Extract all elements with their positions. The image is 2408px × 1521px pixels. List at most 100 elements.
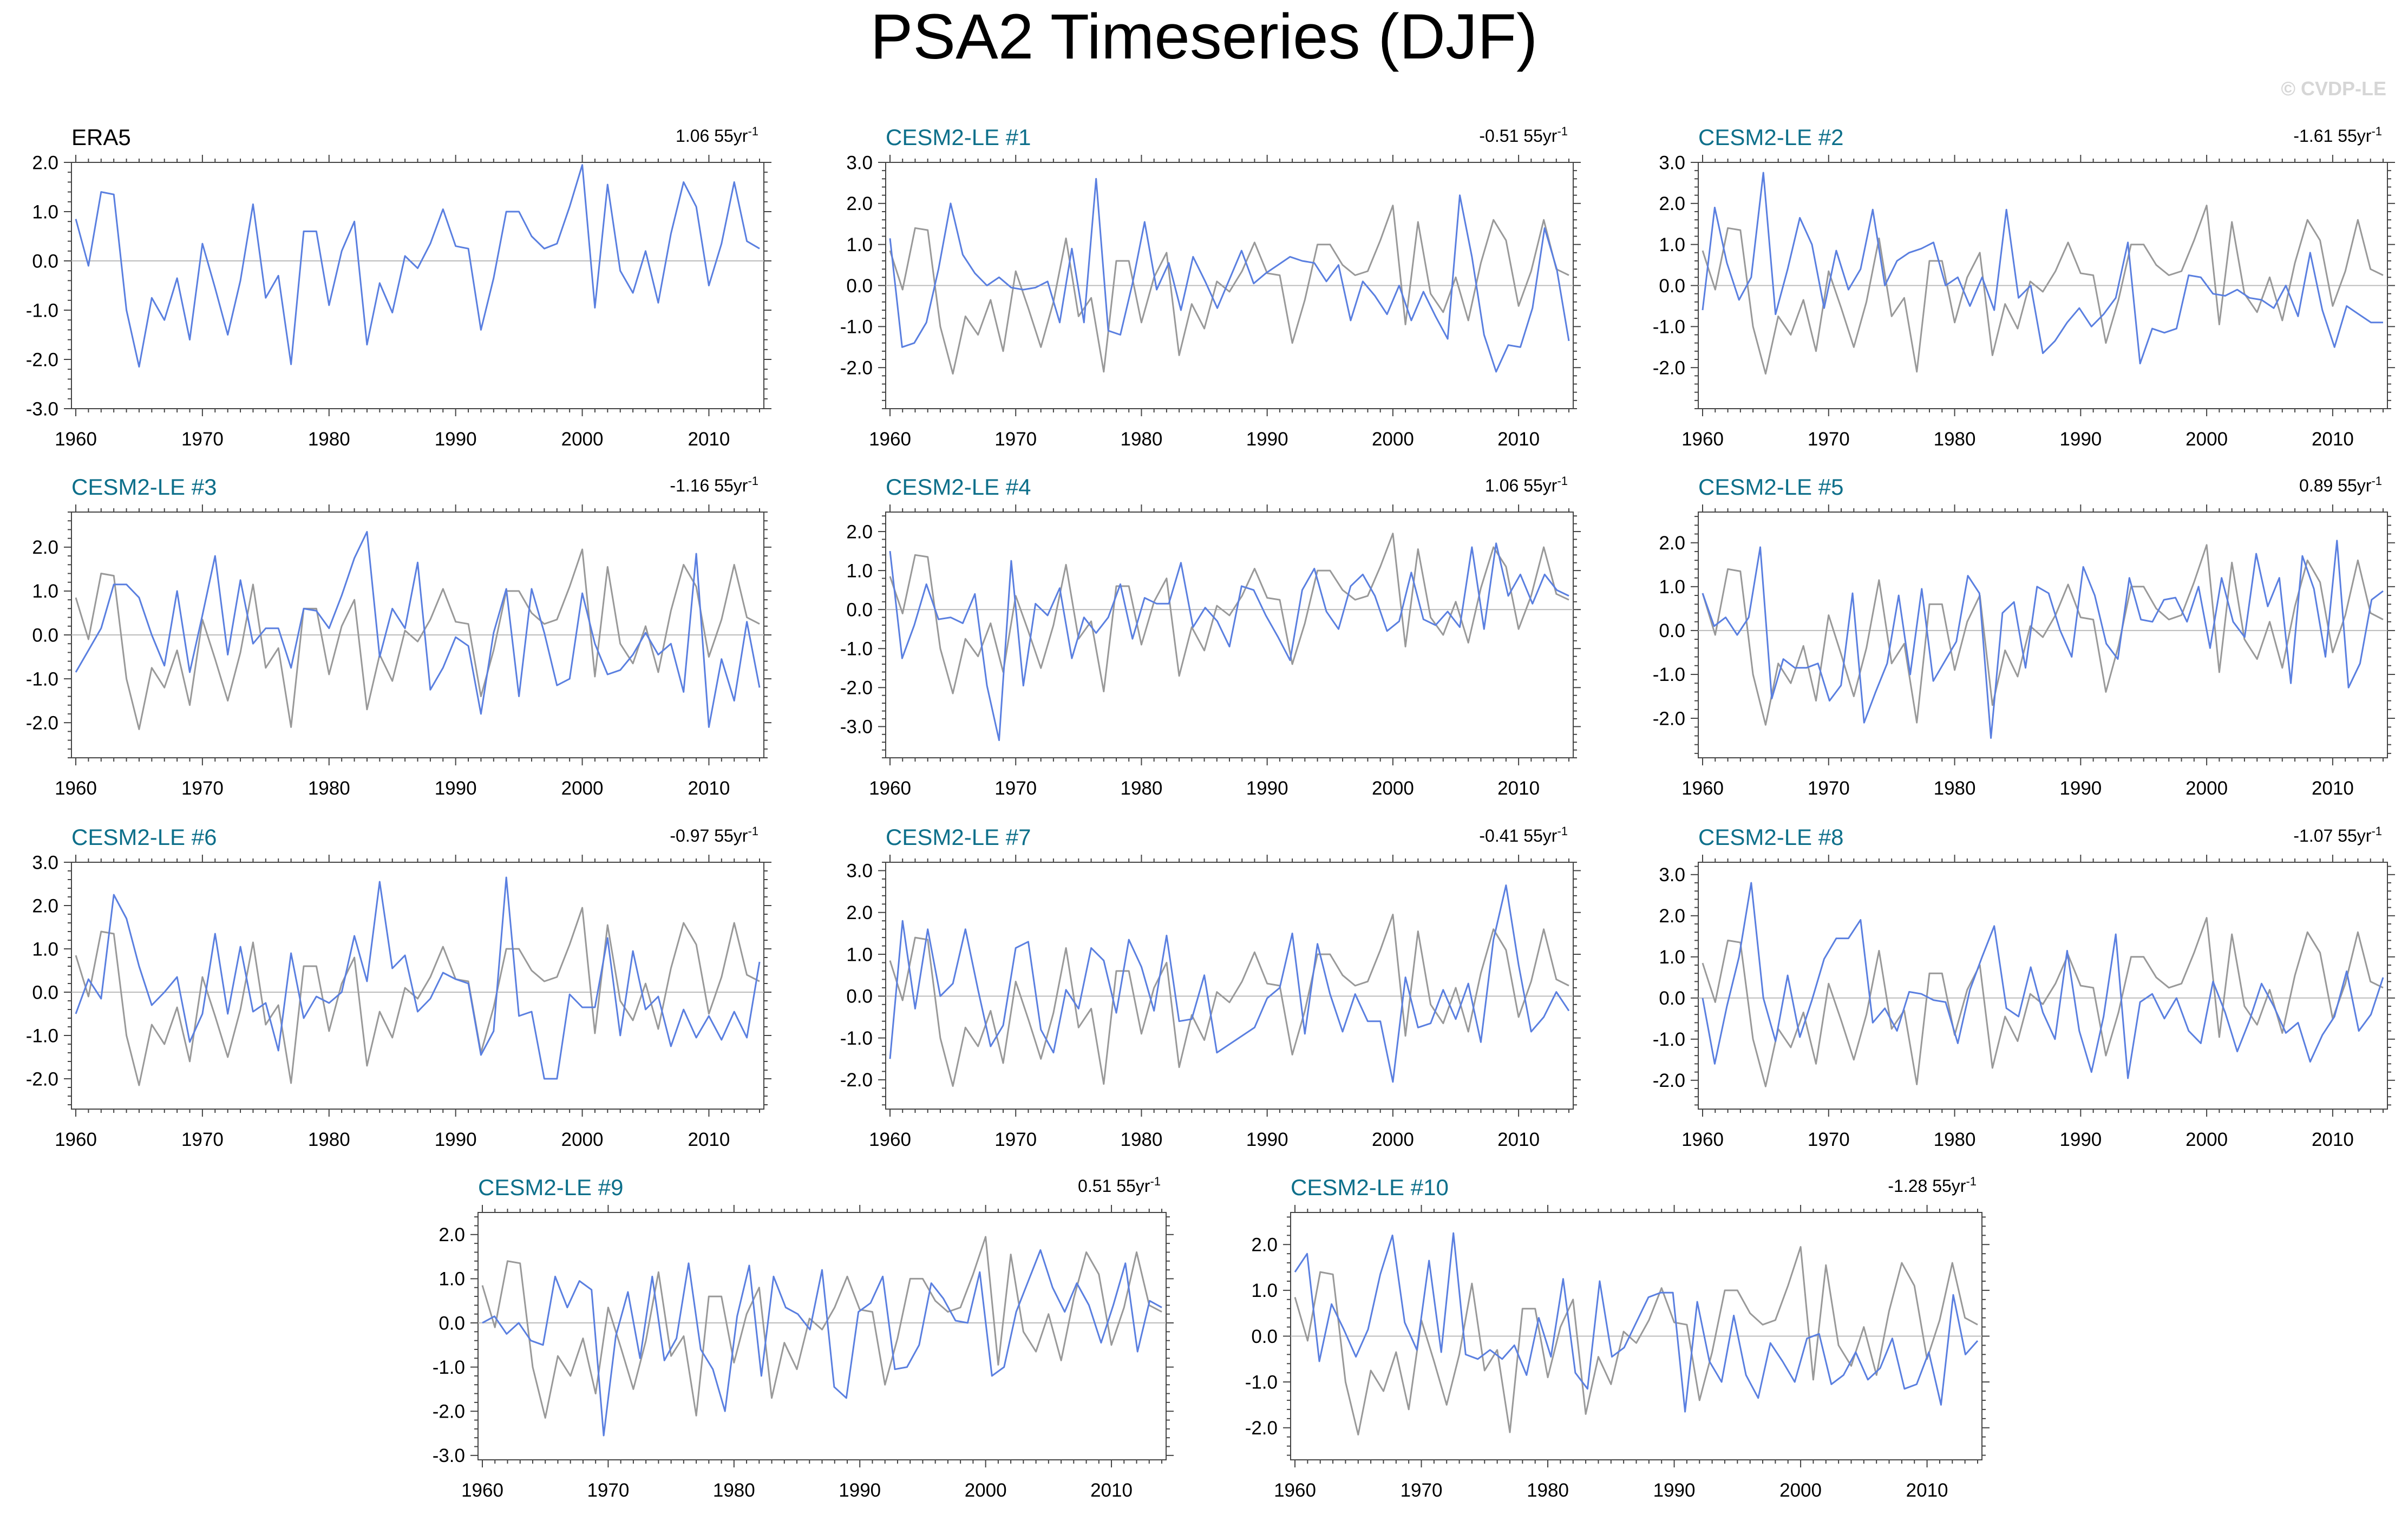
y-tick-label: -1.0 xyxy=(26,300,58,321)
plot-frame xyxy=(885,862,1574,1110)
y-tick-label: 3.0 xyxy=(1659,864,1685,886)
x-tick-label: 1960 xyxy=(1681,1129,1724,1150)
trend-unit: 55yr xyxy=(1523,126,1558,146)
x-tick-label: 2000 xyxy=(561,1129,604,1150)
plot-frame xyxy=(1698,512,2388,758)
y-tick-label: 2.0 xyxy=(846,521,873,542)
trend-unit: 55yr xyxy=(1523,476,1558,495)
x-tick-label: 2000 xyxy=(2185,1129,2228,1150)
trend-unit: 55yr xyxy=(2338,476,2372,495)
y-tick-label: 1.0 xyxy=(846,234,873,255)
x-tick-label: 1990 xyxy=(2059,778,2102,799)
x-tick-label: 2000 xyxy=(1372,429,1414,450)
panel-title: CESM2-LE #5 xyxy=(1698,474,1843,500)
trend-unit: 55yr xyxy=(714,826,748,845)
figure-title: PSA2 Timeseries (DJF) xyxy=(871,1,1538,73)
trend-label: -0.51 55yr-1 xyxy=(1479,124,1568,146)
x-tick-label: 1960 xyxy=(1681,778,1724,799)
series-line-m9 xyxy=(482,1249,1162,1437)
y-tick-label: 2.0 xyxy=(1251,1234,1278,1255)
trend-exponent: -1 xyxy=(748,824,758,838)
panel-m8: -2.0 -1.0 0.0 1.0 2.0 3.0 1960 1970 1980 1990 2000… xyxy=(1653,824,2395,1150)
trend-exponent: -1 xyxy=(2371,824,2382,838)
reference-line-m4 xyxy=(889,533,1569,694)
y-tick-label: 0.0 xyxy=(846,599,873,620)
reference-line-m5 xyxy=(1702,544,2384,726)
trend-label: -1.28 55yr-1 xyxy=(1888,1175,1977,1196)
x-tick-label: 1970 xyxy=(1808,778,1850,799)
reference-line-m3 xyxy=(75,548,760,730)
y-tick-label: 1.0 xyxy=(32,939,58,960)
y-tick-label: 1.0 xyxy=(1659,947,1685,968)
y-tick-label: -2.0 xyxy=(1653,708,1685,729)
x-tick-label: 1980 xyxy=(1121,1129,1163,1150)
trend-exponent: -1 xyxy=(1557,474,1568,488)
x-tick-label: 1990 xyxy=(1246,1129,1288,1150)
x-tick-label: 1990 xyxy=(1246,778,1288,799)
y-tick-label: -2.0 xyxy=(1245,1418,1278,1439)
trend-value: -0.51 xyxy=(1479,126,1523,146)
trend-label: -0.97 55yr-1 xyxy=(670,824,758,845)
x-tick-label: 2010 xyxy=(688,429,730,450)
y-tick-label: -1.0 xyxy=(840,317,873,338)
panel-m1: -2.0 -1.0 0.0 1.0 2.0 3.0 1960 1970 1980 1990 2000… xyxy=(840,124,1581,450)
panel-title: CESM2-LE #4 xyxy=(886,474,1031,500)
x-tick-label: 2000 xyxy=(561,429,604,450)
trend-value: 0.51 xyxy=(1078,1176,1116,1196)
panel-title: CESM2-LE #7 xyxy=(886,824,1031,850)
panel-grid: -3.0 -2.0 -1.0 0.0 1.0 2.0 1960 1970 1980 1990 200… xyxy=(26,124,2395,1501)
y-tick-label: -3.0 xyxy=(433,1445,465,1466)
y-tick-label: 3.0 xyxy=(1659,152,1685,173)
x-tick-label: 2000 xyxy=(1779,1480,1822,1501)
y-tick-label: 0.0 xyxy=(1659,620,1685,641)
y-tick-label: 1.0 xyxy=(32,581,58,602)
x-tick-label: 2010 xyxy=(1497,1129,1540,1150)
y-tick-label: 2.0 xyxy=(1659,533,1685,554)
panel-m9: -3.0 -2.0 -1.0 0.0 1.0 2.0 1960 1970 1980 1990 200… xyxy=(433,1175,1174,1501)
x-tick-label: 1970 xyxy=(1401,1480,1443,1501)
y-tick-label: 0.0 xyxy=(32,251,58,272)
x-tick-label: 1990 xyxy=(435,778,477,799)
y-tick-label: 2.0 xyxy=(1659,193,1685,214)
x-tick-label: 2010 xyxy=(1906,1480,1948,1501)
x-tick-label: 1960 xyxy=(55,778,97,799)
x-tick-label: 1970 xyxy=(181,778,224,799)
y-tick-label: 2.0 xyxy=(846,193,873,214)
trend-value: 1.06 xyxy=(1485,476,1523,495)
series-line-m4 xyxy=(889,542,1569,742)
trend-unit: 55yr xyxy=(1523,826,1558,845)
x-tick-label: 1970 xyxy=(994,1129,1037,1150)
y-tick-label: -1.0 xyxy=(1653,664,1685,685)
panel-m4: -3.0 -2.0 -1.0 0.0 1.0 2.0 1960 1970 1980 1990 200… xyxy=(840,474,1581,799)
trend-unit: 55yr xyxy=(1932,1176,1966,1196)
reference-line-m6 xyxy=(75,907,760,1086)
trend-unit: 55yr xyxy=(2338,826,2372,845)
y-tick-label: 2.0 xyxy=(32,537,58,558)
y-tick-label: 0.0 xyxy=(32,625,58,646)
reference-line-m9 xyxy=(481,1236,1162,1419)
reference-line-m8 xyxy=(1702,917,2384,1087)
series-line-m7 xyxy=(889,884,1570,1083)
x-tick-label: 1960 xyxy=(869,1129,911,1150)
x-tick-label: 1990 xyxy=(1653,1480,1696,1501)
y-tick-label: -2.0 xyxy=(26,349,58,370)
series-line-era5 xyxy=(75,164,760,368)
y-tick-label: -2.0 xyxy=(1653,1070,1685,1091)
y-tick-label: -2.0 xyxy=(26,712,58,733)
trend-label: 1.06 55yr-1 xyxy=(1485,474,1568,495)
reference-line-m7 xyxy=(889,914,1569,1087)
trend-exponent: -1 xyxy=(1557,124,1568,138)
trend-value: -1.07 xyxy=(2293,826,2338,845)
x-tick-label: 1980 xyxy=(1121,778,1163,799)
y-tick-label: -2.0 xyxy=(433,1401,465,1422)
y-tick-label: 3.0 xyxy=(32,852,58,873)
panel-title: CESM2-LE #8 xyxy=(1698,824,1843,850)
x-tick-label: 1960 xyxy=(1274,1480,1316,1501)
trend-label: -1.61 55yr-1 xyxy=(2293,124,2382,146)
x-tick-label: 1990 xyxy=(839,1480,881,1501)
y-tick-label: -3.0 xyxy=(840,717,873,738)
y-tick-label: 1.0 xyxy=(439,1269,465,1290)
y-tick-label: 0.0 xyxy=(1659,276,1685,297)
trend-label: 1.06 55yr-1 xyxy=(676,124,758,146)
y-tick-label: 0.0 xyxy=(32,982,58,1003)
